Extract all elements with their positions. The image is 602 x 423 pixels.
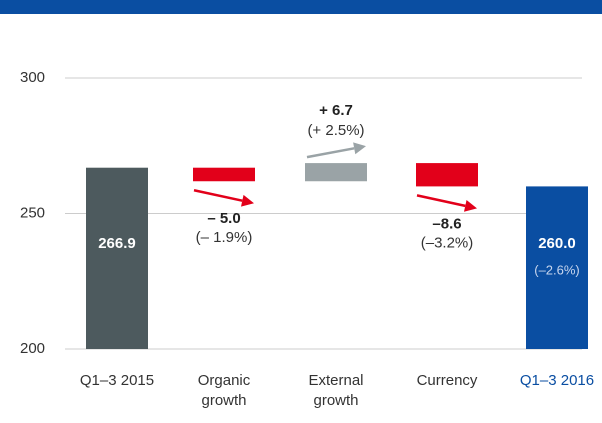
y-tick-label: 200 [20,340,45,357]
y-tick-label: 250 [20,204,45,221]
change-label: (–2.6%) [534,262,580,277]
bar [193,167,255,182]
value-label: –8.6 [432,215,461,232]
arrow-shaft [416,194,466,208]
arrow-head [241,194,254,207]
bar [526,186,588,349]
x-tick-label: Currency [416,372,478,389]
value-label: 260.0 [538,235,576,252]
change-label: (– 1.9%) [196,229,253,246]
arrow-shaft [306,147,355,159]
bar [416,163,478,187]
x-tick-label: Q1–3 2015 [79,372,155,389]
x-tick-label: External growth [308,372,364,409]
arrow-head [464,199,477,212]
header-bar [0,0,602,14]
change-label: (–3.2%) [421,234,474,251]
bar [305,163,367,182]
x-tick-label: Organic growth [197,372,251,409]
arrow-head [353,142,366,155]
arrow-shaft [193,189,243,202]
y-tick-label: 300 [20,69,45,86]
value-label: – 5.0 [207,210,240,227]
change-label: (+ 2.5%) [307,122,364,139]
value-label: 266.9 [98,235,136,252]
value-label: + 6.7 [319,102,353,119]
x-tick-label: Q1–3 2016 [519,372,595,389]
bar [86,167,148,349]
